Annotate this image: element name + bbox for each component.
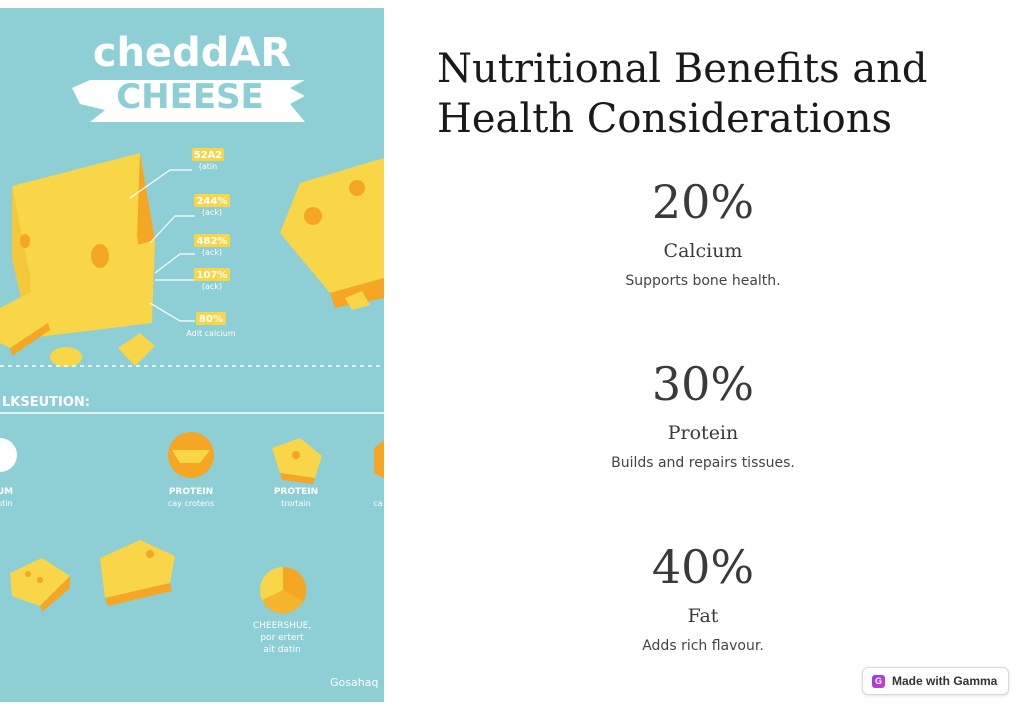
icon-2-label: PROTEIN (169, 487, 213, 497)
icon-1-sub: otin (0, 499, 13, 508)
stat-description: Supports bone health. (625, 273, 781, 289)
icon-1-label: UM (0, 487, 13, 497)
cheddar-cheese-infographic: cheddAR CHEESE (0, 8, 384, 702)
stat-calcium: 20% Calcium Supports bone health. (560, 174, 846, 291)
callout-1-value: 52A2 (194, 150, 223, 161)
callout-4-value: 107% (197, 270, 228, 281)
cheese-illustration: cheddAR CHEESE (0, 30, 384, 689)
section-heading: LKSEUTION: (2, 395, 90, 410)
pie-caption-1: CHEERSHUE, (253, 621, 311, 631)
protein-cheese-icon (272, 438, 322, 484)
callout-5-sub: Adit calcium (186, 329, 236, 338)
callout-labels: 52A2 (atin 244% (ack) 482% (ack) 107% (a… (186, 148, 236, 338)
callout-2-sub: (ack) (202, 208, 222, 217)
callout-1-sub: (atin (199, 162, 217, 171)
icon-3-sub: trortain (281, 499, 311, 508)
cheese-piece-right (280, 158, 384, 308)
page-title: Nutritional Benefits and Health Consider… (437, 46, 928, 142)
stat-label: Protein (667, 422, 739, 444)
cheese-crumbs (0, 290, 370, 367)
stat-description: Builds and repairs tissues. (611, 455, 795, 471)
title-banner (72, 80, 305, 122)
nutrient-icons (0, 432, 384, 484)
stat-value: 20% (651, 175, 755, 229)
icon-2-sub: cay crotens (168, 499, 214, 508)
icon-4-sub: ca (373, 499, 382, 508)
calcium-icon (0, 438, 17, 472)
callout-3-value: 482% (197, 236, 228, 247)
callout-4-sub: (ack) (202, 282, 222, 291)
illustration-title-line1: cheddAR (93, 30, 291, 76)
pie-chart-icon (260, 566, 307, 614)
stat-protein: 30% Protein Builds and repairs tissues. (560, 356, 846, 473)
icon-3-label: PROTEIN (274, 487, 318, 497)
made-with-gamma-button[interactable]: G Made with Gamma (862, 667, 1009, 695)
cropped-icon (374, 440, 384, 478)
callout-5-value: 80% (199, 314, 223, 325)
pie-caption-2: por ertert (260, 633, 304, 643)
stat-label: Fat (687, 605, 719, 627)
illustration-watermark: Gosahaq (330, 676, 378, 689)
callout-2-value: 244% (197, 196, 228, 207)
callout-3-sub: (ack) (202, 248, 222, 257)
stat-value: 40% (651, 540, 755, 594)
callout-lines (129, 169, 195, 322)
gamma-logo-icon: G (872, 674, 885, 688)
illustration-title-line2: CHEESE (116, 77, 264, 117)
stat-fat: 40% Fat Adds rich flavour. (560, 539, 846, 656)
stat-label: Calcium (663, 240, 743, 262)
cheese-blocks-lower (10, 540, 175, 612)
stat-value: 30% (651, 357, 755, 411)
badge-label: Made with Gamma (892, 674, 998, 688)
stat-description: Adds rich flavour. (642, 638, 764, 654)
pie-caption-3: ait datin (263, 645, 300, 655)
